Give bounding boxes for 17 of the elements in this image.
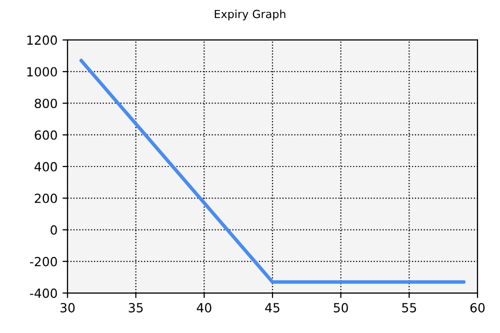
x-tick-label: 45 xyxy=(265,303,280,312)
y-tick-label: -400 xyxy=(30,288,57,298)
chart-title: Expiry Graph xyxy=(214,10,286,20)
y-tick-label: 1200 xyxy=(27,35,57,45)
x-tick-label: 50 xyxy=(334,302,348,312)
y-tick-label: -200 xyxy=(30,256,57,266)
y-tick-label: 800 xyxy=(34,98,57,108)
x-tick-label: 40 xyxy=(196,302,212,312)
x-tick-label: 55 xyxy=(402,303,416,312)
y-tick-label: 1000 xyxy=(27,67,57,77)
y-tick-label: 0 xyxy=(50,225,57,235)
x-tick-label: 30 xyxy=(60,302,75,312)
y-tick-label: 200 xyxy=(34,194,57,204)
y-tick-label: 400 xyxy=(34,162,57,172)
y-tick-label: 600 xyxy=(34,130,57,140)
x-tick-label: 35 xyxy=(128,302,143,312)
x-tick-label: 60 xyxy=(470,302,485,312)
